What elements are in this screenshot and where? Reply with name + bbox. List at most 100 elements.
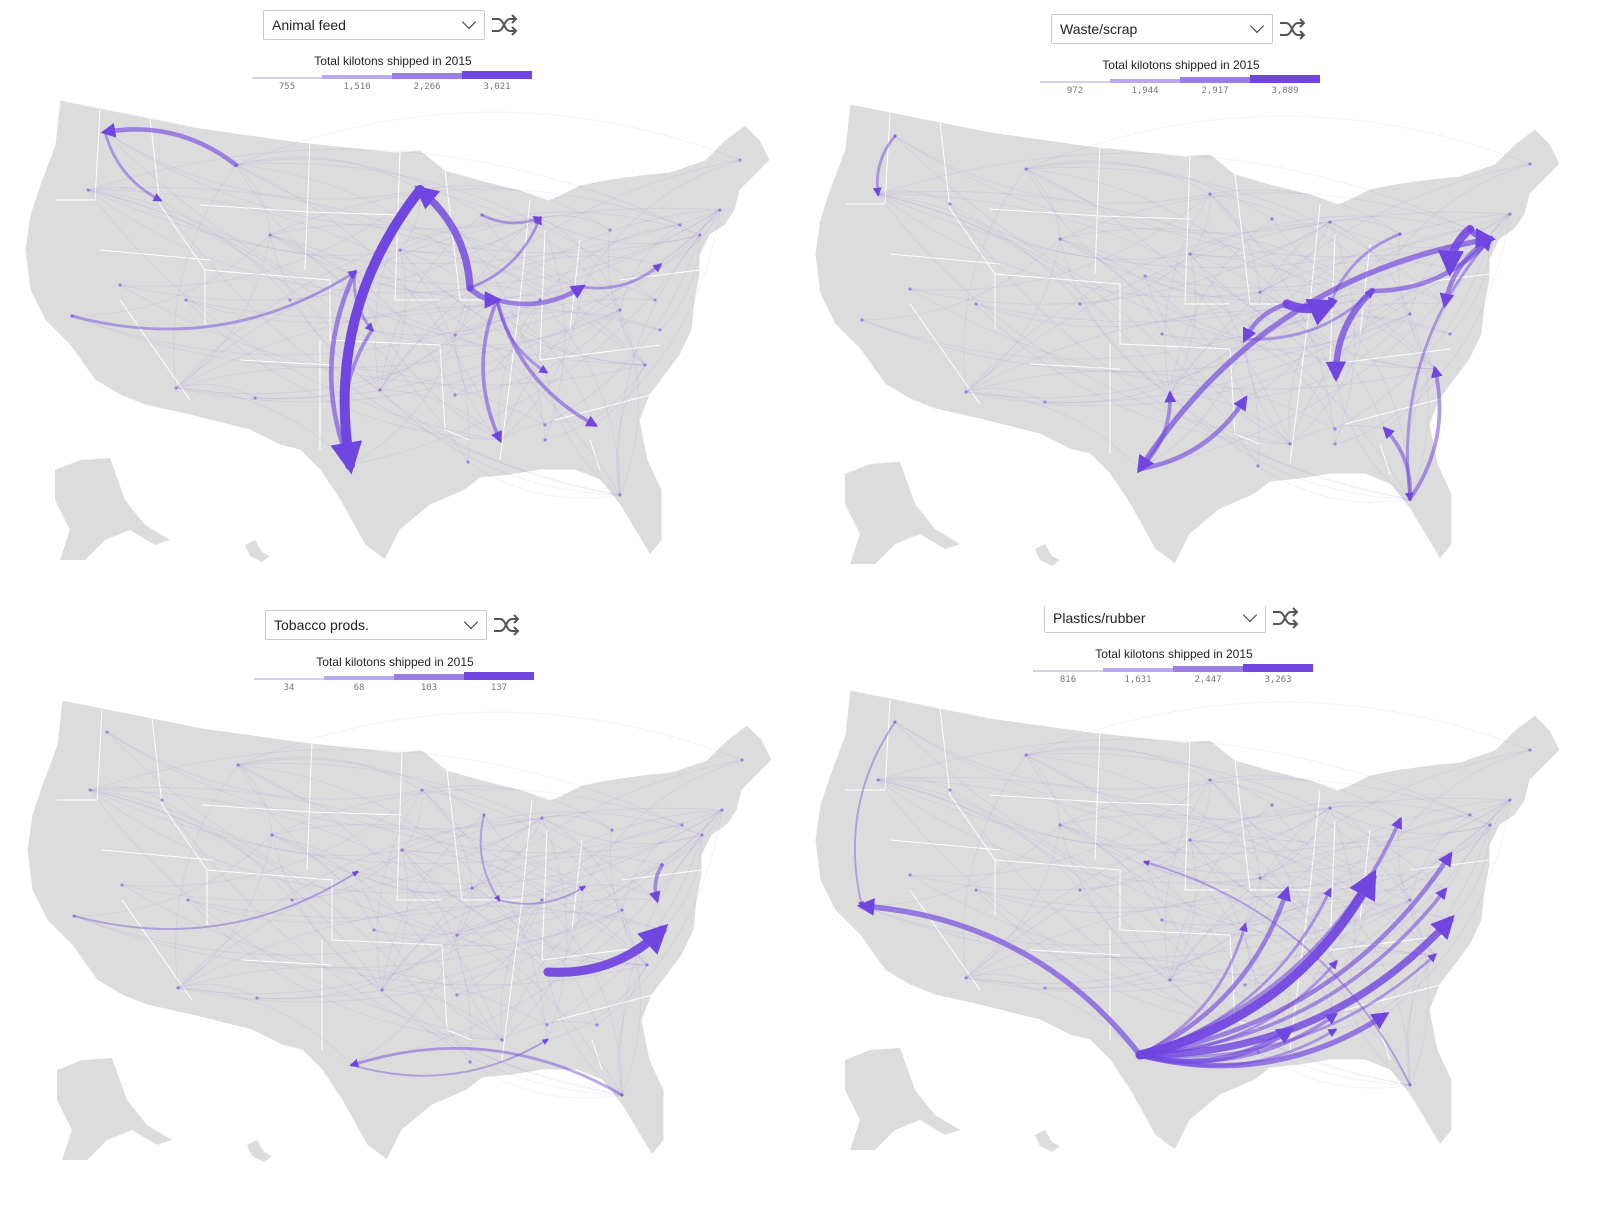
hawaii-land [245,540,270,562]
background-flow [235,111,741,166]
background-flow [949,789,1411,1086]
legend-segment-2 [324,676,394,680]
state-node [1188,252,1192,256]
commodity-select[interactable]: Animal feed [263,10,485,40]
flow-tx-to-mo [1138,922,1248,1057]
shuffle-icon[interactable] [490,13,518,37]
background-flow [349,334,456,466]
background-flow [894,135,1436,370]
background-flow [104,131,646,366]
background-flow [159,199,401,257]
background-flow [500,899,543,1041]
background-flow [894,135,1331,234]
shuffle-icon[interactable] [492,613,520,637]
state-border [1029,363,1121,370]
background-flow [237,764,273,836]
background-flow [89,748,703,836]
background-flow [1169,749,1531,981]
background-flow [1271,218,1373,292]
shuffle-icon [492,14,518,36]
background-flow [379,299,498,391]
background-flow [583,759,743,888]
background-flow [541,815,613,831]
legend-segment-2 [1110,79,1180,83]
background-flow [421,789,623,911]
state-node [620,1093,624,1097]
background-flow [621,909,648,966]
shuffle-icon[interactable] [1271,606,1299,630]
background-flow [1371,290,1411,315]
background-flow [581,159,741,288]
state-border [571,839,583,931]
commodity-select[interactable]: Plastics/rubber [1044,606,1266,633]
background-flow [401,849,472,1063]
background-flow [381,898,658,991]
background-flow [271,823,585,888]
background-flow [965,303,1331,399]
state-node [893,720,897,724]
legend-segment-3 [1180,77,1250,83]
background-flow [237,764,500,901]
background-flow [269,234,583,299]
state-border [241,959,333,966]
state-border [909,889,981,991]
background-flow [1289,854,1451,1031]
background-flow [89,789,471,1063]
state-node [540,898,544,902]
state-border [909,303,981,405]
state-node [1188,838,1192,842]
flow-il-to-in [1282,298,1338,326]
state-node [893,134,897,138]
commodity-select[interactable]: Tobacco prods. [265,610,487,640]
flow-tx-to-al [1138,1028,1338,1068]
background-flow [596,809,723,1026]
background-flow [619,309,646,366]
flow-il-to-ms [481,298,502,444]
background-flow [175,217,541,389]
background-flow [271,834,623,1096]
state-node [288,298,292,302]
state-node [420,788,424,792]
chevron-down-icon [1242,607,1258,623]
background-flow [1059,824,1171,981]
background-flow [381,849,409,991]
shuffle-icon[interactable] [1278,17,1306,41]
background-flow [965,895,1451,979]
background-flow [861,303,1331,360]
background-flow [467,461,621,499]
state-node [72,914,76,918]
state-node [105,730,109,734]
background-flow [237,764,458,936]
background-flow [1209,779,1411,901]
background-flow [187,887,473,924]
background-flow [1209,193,1261,293]
state-node [948,788,952,792]
background-flow [894,135,1211,204]
commodity-select-value: Waste/scrap [1060,21,1138,37]
legend: Total kilotons shipped in 2015 755 1,510… [252,54,534,94]
background-flow [1161,899,1411,937]
legend-segment-2 [322,75,392,79]
background-flow [399,217,541,254]
background-flow [87,148,701,236]
background-flow [454,217,541,336]
state-border [939,121,996,329]
background-flow [877,779,1259,1053]
background-flow [471,855,663,889]
background-flow [963,168,1027,393]
state-node [645,963,649,967]
commodity-select[interactable]: Waste/scrap [1051,14,1273,44]
background-flow [87,189,501,441]
background-flow [1059,778,1471,826]
background-flow [1244,338,1336,430]
flow-ne-to-ks [352,270,374,333]
state-border [1094,729,1101,861]
state-node [543,423,547,427]
legend-segment-3 [394,674,464,680]
background-flow [289,299,621,496]
background-flow [621,824,683,911]
state-node [86,188,90,192]
panel-plastics-rubber: Plastics/rubber Total kilotons shipped i… [800,606,1600,1212]
background-flow [291,849,403,901]
background-flow [1139,238,1491,470]
